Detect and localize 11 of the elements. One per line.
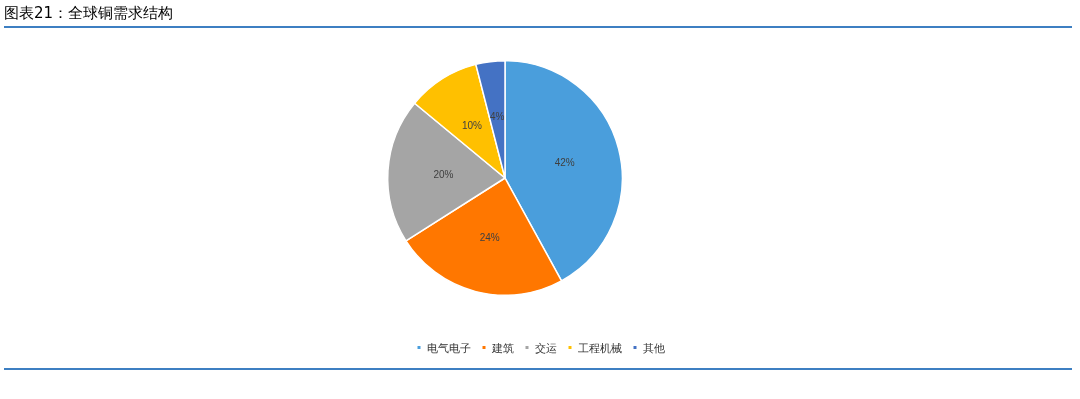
legend-label: 电气电子 — [426, 341, 471, 354]
data-label: 24% — [479, 232, 500, 244]
legend-label: 工程机械 — [577, 341, 622, 354]
data-label: 4% — [490, 111, 505, 123]
data-label: 20% — [433, 168, 454, 180]
data-label: 10% — [461, 120, 483, 132]
text: 图表21：全球铜需求结构 — [4, 2, 1072, 28]
data-label: 42% — [554, 157, 575, 169]
legend-label: 交运 — [534, 341, 557, 354]
legend-label: 其他 — [642, 341, 665, 354]
legend-label: 建筑 — [490, 341, 514, 354]
